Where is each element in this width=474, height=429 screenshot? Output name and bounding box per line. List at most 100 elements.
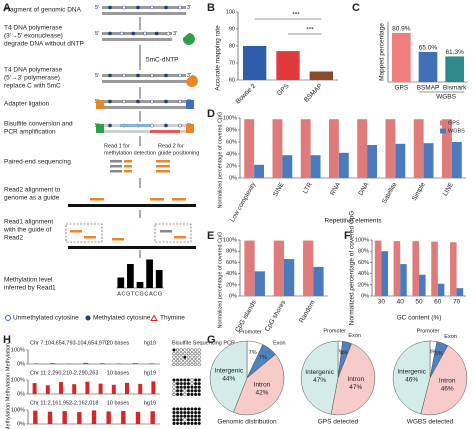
bsp-dot <box>186 411 190 415</box>
bsp-dot <box>176 385 180 389</box>
step-label: Bisulfite conversion and <box>4 121 73 128</box>
slice-value: 42% <box>255 390 268 397</box>
bsp-dot <box>183 414 187 418</box>
pie-slice <box>330 343 376 416</box>
pie-title: WGBS detected <box>407 419 454 426</box>
read <box>110 160 122 163</box>
bsp-dot <box>190 421 194 425</box>
bar <box>136 282 144 288</box>
x-tick-label: CpG islands <box>234 299 258 334</box>
bar <box>381 251 388 296</box>
y-tick-label: 20% <box>226 282 237 288</box>
bar <box>45 385 50 394</box>
bar <box>441 119 452 178</box>
y-axis-label: Normalized percentage of covered CpG <box>217 112 223 209</box>
slice-name: Intron <box>347 376 364 383</box>
bsp-dot <box>179 359 183 363</box>
cytosine <box>108 123 112 128</box>
bsp-dot <box>186 421 190 425</box>
bar <box>272 119 283 178</box>
x-tick-label: BSMAP <box>417 85 440 92</box>
bar <box>419 274 426 296</box>
bar <box>276 51 300 80</box>
y-tick-label: 20% <box>358 282 369 288</box>
bsp-dot <box>194 359 198 363</box>
slice-name: Promoter <box>323 329 346 335</box>
bar <box>91 410 97 424</box>
step-label: Read1 alignment <box>4 219 53 226</box>
bar <box>33 410 38 424</box>
bsp-dot <box>197 385 201 389</box>
bsp-dot <box>183 348 187 352</box>
panel-letter: C <box>352 2 360 14</box>
x-tick-label: 60 <box>434 299 442 306</box>
bar <box>284 259 295 296</box>
bsp-dot <box>176 392 180 396</box>
x-tick-label: 50 <box>415 299 423 306</box>
bar <box>150 411 155 424</box>
legend-mark <box>5 315 11 321</box>
bar <box>338 152 349 178</box>
legend-mark <box>150 314 158 321</box>
read <box>124 170 132 173</box>
bsp-dot <box>197 407 201 411</box>
legend-mark <box>85 315 91 321</box>
cytosine <box>108 99 112 104</box>
bsp-dot <box>176 418 180 422</box>
slice-name: Exon <box>273 340 286 346</box>
bsp-dot <box>176 355 180 359</box>
read <box>112 238 124 241</box>
dna-strand <box>102 106 186 109</box>
slice-value: 5% <box>435 351 443 357</box>
cytosine <box>164 99 168 104</box>
legend-label: Unmethylated cytosine <box>13 315 79 322</box>
bar <box>85 381 90 394</box>
read <box>110 170 122 173</box>
bsp-dot <box>176 414 180 418</box>
y-tick-label: 60% <box>358 260 369 266</box>
dna-strand <box>102 6 186 9</box>
slice-name: Intron <box>439 378 456 385</box>
cytosine <box>164 5 168 10</box>
y-tick-label: 70 <box>229 60 235 66</box>
panel-letter: F <box>344 230 351 242</box>
dna-strand <box>102 32 172 35</box>
x-tick-label: Bismark <box>443 85 467 92</box>
bsp-dot <box>172 362 176 366</box>
adapter <box>186 100 194 109</box>
step-label: T4 DNA polymerase <box>4 67 63 74</box>
bsp-dot <box>183 352 187 356</box>
bsp-dot <box>183 392 187 396</box>
step-label: T4 DNA polymerase <box>4 25 63 32</box>
bsp-dot <box>176 348 180 352</box>
bar <box>151 381 156 394</box>
bar <box>32 383 37 394</box>
y-tick-label: 60% <box>226 260 237 266</box>
dna-strand <box>102 38 172 41</box>
bar <box>282 155 293 178</box>
bsp-dot <box>186 389 190 393</box>
slice-value: 47% <box>349 384 362 391</box>
adapter <box>96 124 104 133</box>
step-label: Paired-end sequencing <box>4 159 71 166</box>
cytosine <box>108 5 112 10</box>
bsp-dot <box>179 418 183 422</box>
bar <box>83 362 89 364</box>
step-label: Adapter ligation <box>4 101 50 108</box>
bsp-dot <box>194 352 198 356</box>
bsp-dot <box>179 382 183 386</box>
bsp-dot <box>183 407 187 411</box>
bsp-dot <box>190 382 194 386</box>
read-label: guide positioning <box>158 150 199 156</box>
bsp-dot <box>197 355 201 359</box>
bar <box>149 363 155 364</box>
bar <box>423 143 434 178</box>
bsp-dot <box>186 378 190 382</box>
y-tick-label: 60% <box>226 139 237 145</box>
y-tick-label: 0% <box>17 361 25 367</box>
y-tick-label: 80% <box>226 127 237 133</box>
pie-slice <box>300 340 339 415</box>
guide-box <box>154 223 192 243</box>
cytosine <box>154 31 159 36</box>
y-tick-label: 80% <box>226 249 237 255</box>
